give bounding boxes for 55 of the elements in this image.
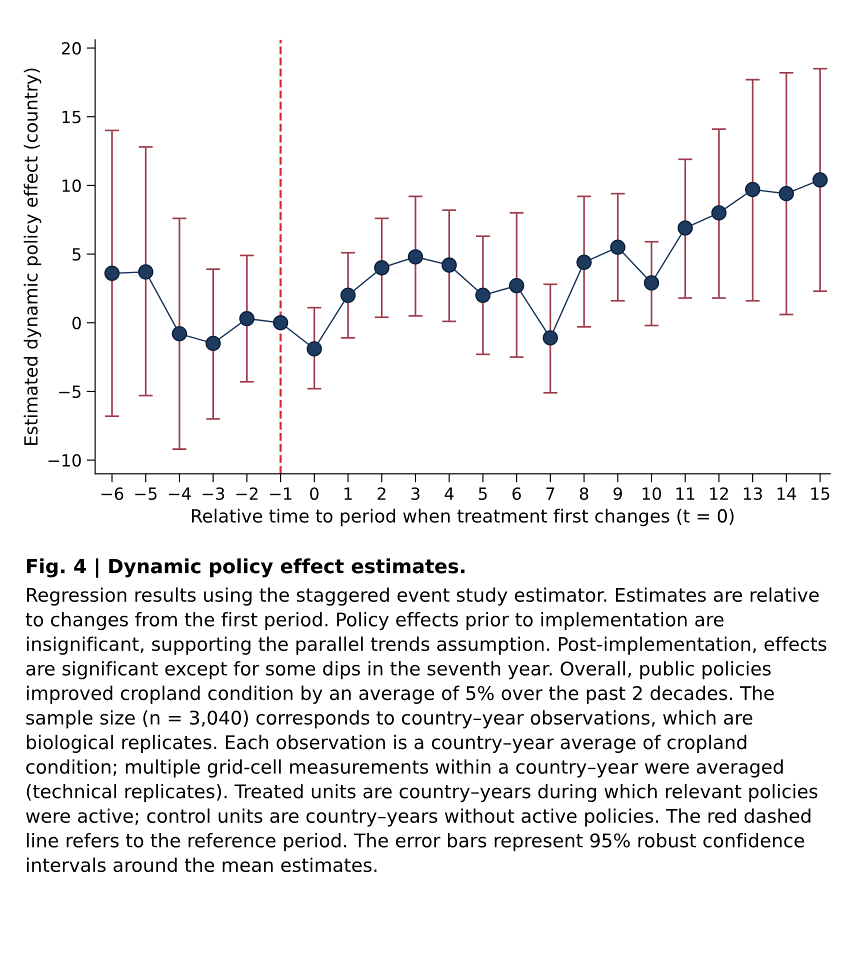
x-tick-label: −5 (135, 488, 157, 500)
x-tick-label: 2 (378, 487, 386, 500)
x-tick-label: 3 (411, 487, 420, 500)
x-tick-label: 8 (580, 487, 588, 500)
x-tick-label: 1 (344, 488, 352, 500)
y-tick-label: 10 (62, 179, 81, 192)
x-tick-label: 15 (811, 488, 830, 500)
point (172, 326, 188, 342)
point (104, 266, 120, 281)
point (475, 288, 491, 303)
point (442, 257, 457, 273)
x-tick-label: 10 (642, 487, 661, 500)
y-tick-label: −5 (59, 386, 80, 398)
y-tick-label: 20 (62, 42, 81, 55)
point (542, 330, 558, 346)
point (340, 288, 356, 303)
point (678, 220, 693, 236)
x-axis-title: Relative time to period when treatment first changes (t = 0) (192, 508, 734, 526)
y-tick-label: 15 (62, 110, 80, 124)
point (644, 275, 660, 291)
point (745, 182, 760, 198)
y-tick-label: 0 (72, 316, 81, 330)
x-tick-label: 7 (546, 488, 554, 500)
point (711, 205, 727, 221)
point (206, 336, 221, 351)
point (812, 172, 828, 188)
x-tick-label: 12 (710, 487, 728, 500)
point (272, 315, 288, 330)
x-tick-label: −4 (168, 488, 191, 500)
point (408, 249, 424, 264)
text: Regression results using the staggered event study estimator. Estimates are relative to changes from the first period. Policy effects prior to implementation are insignificant, supporting the parallel trends assumption. Post-implementation, effects are significant except for some dips in the seventh year. Overall, public policies improved cropland condition by an average of 5% over the past 2 decades. The sample size (n = 3,040) corresponds to country–year observations, which are biological replicates. Each observation is a country–year average of cropland condition; multiple grid-cell measurements within a country–year were averaged (technical replicates). Treated units are country–years during which relevant policies were active; control units are country–years without active policies. The red dashed line refers to the reference period. The error bars represent 95% robust confidence intervals around the mean estimates. (26, 587, 826, 872)
point (374, 260, 390, 276)
x-tick-label: −3 (202, 487, 224, 500)
x-tick-label: 11 (676, 488, 694, 500)
point (508, 278, 524, 294)
x-tick-label: −1 (270, 488, 292, 500)
y-tick-label: −10 (48, 454, 81, 467)
x-tick-label: −2 (236, 487, 258, 500)
x-tick-label: 4 (444, 488, 454, 500)
point (778, 186, 794, 202)
y-axis-title: Estimated dynamic policy effect (country) (24, 68, 42, 445)
x-tick-label: 5 (478, 488, 487, 500)
x-tick-label: 9 (614, 487, 622, 500)
point (576, 254, 592, 270)
x-tick-label: 6 (512, 487, 521, 500)
x-tick-label: 0 (310, 487, 319, 500)
y-tick-label: 5 (72, 248, 80, 261)
point (306, 341, 322, 356)
x-tick-label: 14 (778, 488, 796, 500)
x-tick-label: 13 (744, 487, 762, 500)
caption: Fig. 4 | Dynamic policy effect estimates. (27, 558, 464, 578)
point (610, 240, 626, 255)
point (138, 264, 154, 280)
point (239, 311, 255, 326)
x-tick-label: −6 (101, 487, 124, 500)
